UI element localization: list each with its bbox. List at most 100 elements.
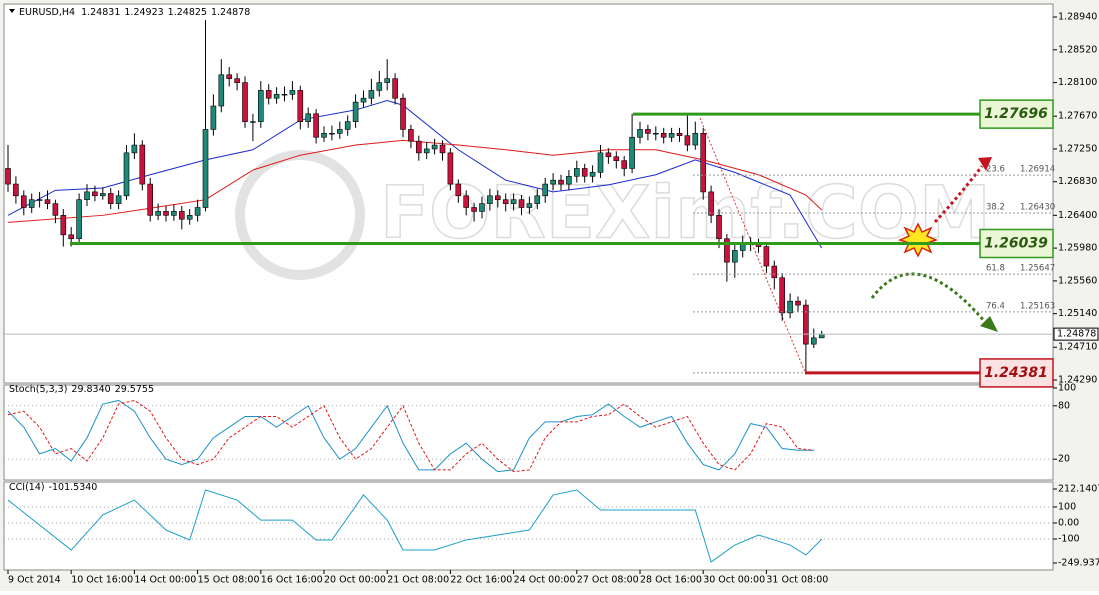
indicator-line — [7, 399, 814, 473]
x-tick-label: 21 Oct 08:00 — [387, 575, 449, 586]
fib-ratio: 38.2 — [986, 202, 1005, 212]
fib-price: 1.25647 — [1020, 264, 1055, 274]
candle-body — [194, 207, 201, 216]
candle-body — [186, 215, 193, 220]
candle-body — [494, 195, 501, 200]
candle-body — [68, 234, 74, 240]
candle-body — [281, 94, 288, 96]
candle-body — [289, 90, 296, 95]
candle-body — [439, 144, 446, 154]
fib-price: 1.25163 — [1020, 301, 1055, 311]
y-tick-label: 80 — [1058, 400, 1070, 411]
candle-body — [629, 136, 635, 169]
candle-body — [234, 78, 240, 83]
candle-body — [558, 179, 564, 185]
indicator-header: Stoch(5,3,3) 29.8340 29.5755 — [9, 384, 154, 395]
fib-ratio: 76.4 — [986, 301, 1005, 311]
candle-body — [423, 148, 430, 154]
indicator-line — [7, 139, 823, 223]
candle-body — [265, 90, 272, 99]
candle-body — [581, 168, 588, 177]
chart-header: EURUSD,H4 1.24831 1.24923 1.24825 1.24878 — [19, 7, 250, 18]
candle-body — [463, 195, 470, 208]
candle-body — [226, 74, 232, 79]
candle-body — [431, 144, 438, 150]
candle-body — [645, 129, 651, 134]
indicator-line — [7, 399, 814, 473]
candle-body — [795, 300, 801, 306]
candle-body — [652, 133, 659, 135]
candle-body — [115, 195, 122, 204]
candle-body — [487, 195, 493, 204]
candle-body — [376, 82, 383, 91]
price-box — [1053, 327, 1099, 341]
indicator-reading: 29.5755 — [115, 384, 154, 395]
candle-body — [510, 199, 517, 204]
candle-body — [803, 304, 809, 345]
y-tick-label: 1.24290 — [1058, 375, 1097, 386]
indicator-reading: -101.5340 — [49, 482, 98, 493]
candle-body — [5, 168, 11, 185]
y-tick-label: 20 — [1058, 454, 1070, 465]
candle-body — [60, 215, 67, 236]
candle-body — [100, 193, 106, 197]
candle-body — [471, 207, 477, 212]
x-tick-label: 31 Oct 08:00 — [766, 575, 828, 586]
x-tick-label: 28 Oct 16:00 — [640, 575, 702, 586]
candle-body — [810, 337, 817, 345]
candle-body — [597, 152, 604, 173]
candle-body — [605, 152, 612, 158]
menu-triangle[interactable] — [9, 9, 15, 13]
candle-body — [52, 203, 59, 216]
candle-body — [163, 211, 169, 216]
candle-body — [139, 144, 146, 185]
candle-body — [297, 90, 304, 122]
candle-body — [250, 121, 256, 123]
x-tick-label: 24 Oct 00:00 — [514, 575, 576, 586]
candle-body — [352, 101, 359, 122]
indicator-reading: 29.8340 — [71, 384, 110, 395]
candle-body — [360, 97, 367, 103]
candle-body — [526, 203, 533, 208]
candle-body — [684, 135, 691, 146]
candle-body — [242, 82, 248, 122]
indicator-title: Stoch(5,3,3) — [9, 384, 67, 395]
x-tick-label: 20 Oct 00:00 — [324, 575, 386, 586]
candle-body — [76, 199, 82, 240]
candle-body — [660, 133, 667, 138]
fib-trendline — [699, 117, 806, 373]
y-tick-label: 1.26400 — [1058, 210, 1097, 221]
symbol: EURUSD,H4 — [19, 7, 75, 18]
candle-body — [550, 179, 556, 185]
x-tick-label: 15 Oct 08:00 — [198, 575, 260, 586]
y-tick-label: 1.28940 — [1058, 12, 1097, 23]
candle-body — [415, 140, 422, 154]
candle-body — [28, 199, 35, 208]
close: 1.24878 — [211, 7, 250, 18]
candle-body — [716, 215, 722, 240]
stoch-panel — [3, 384, 1054, 481]
level-box — [979, 99, 1054, 129]
candle-body — [155, 211, 161, 216]
y-tick-label: 1.24710 — [1058, 342, 1097, 353]
y-tick-label: 1.25140 — [1058, 308, 1097, 319]
candle-body — [44, 199, 51, 204]
candle-body — [771, 265, 778, 279]
candle-body — [123, 152, 130, 197]
y-tick-label: 1.27250 — [1058, 143, 1097, 154]
candle-body — [20, 195, 27, 208]
low: 1.24825 — [168, 7, 207, 18]
candle-body — [400, 97, 406, 130]
cci-panel — [3, 481, 1054, 571]
candle-body — [621, 160, 628, 169]
candle-body — [218, 74, 225, 107]
y-tick-label: 100 — [1058, 501, 1076, 512]
candle-body — [676, 133, 683, 136]
candle-body — [329, 133, 335, 135]
candle-body — [13, 183, 19, 197]
candle-body — [542, 183, 549, 197]
candle-body — [708, 191, 714, 216]
candle-body — [336, 129, 343, 134]
candle-body — [724, 238, 730, 263]
